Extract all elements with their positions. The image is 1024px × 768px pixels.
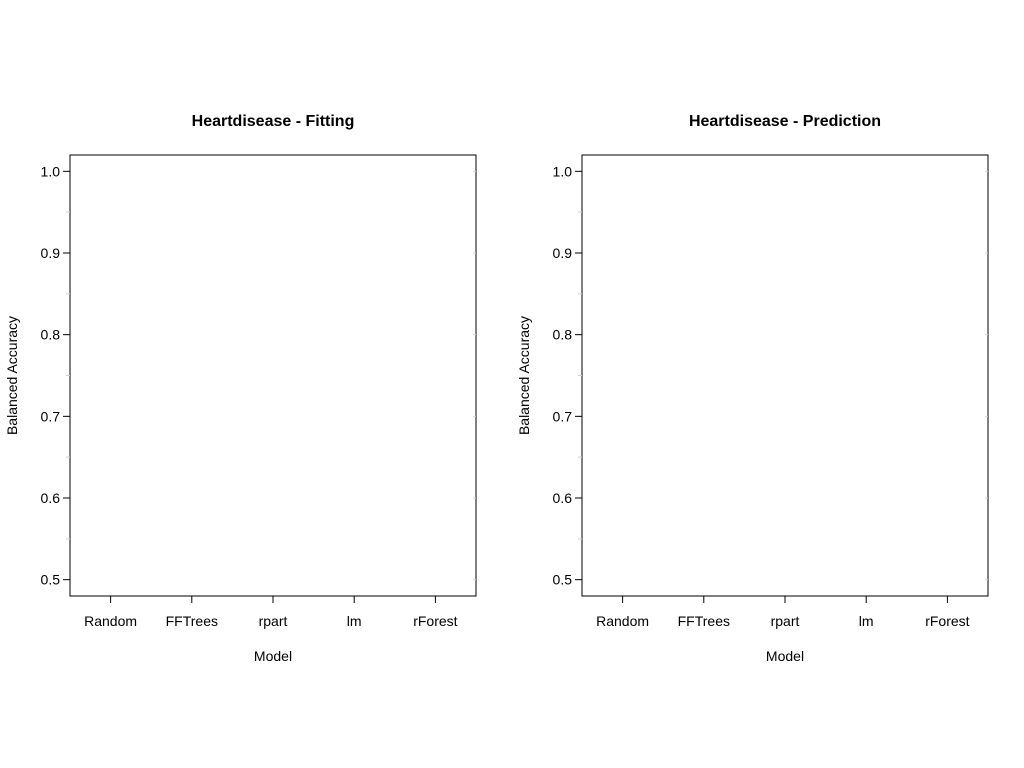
x-axis-label: Model <box>254 648 292 664</box>
chart-title: Heartdisease - Fitting <box>192 113 355 130</box>
x-tick-label: rForest <box>925 613 969 629</box>
x-tick-label: Random <box>596 613 649 629</box>
fitting-panel: Heartdisease - Fitting Model Balanced Accu… <box>4 113 477 664</box>
x-tick-label: lm <box>859 613 874 629</box>
y-tick-label: 0.6 <box>553 490 573 506</box>
x-tick-label: FFTrees <box>166 613 218 629</box>
y-tick-label: 0.9 <box>553 245 573 261</box>
x-tick-label: rpart <box>259 613 288 629</box>
y-tick-label: 0.9 <box>41 245 61 261</box>
y-tick-label: 1.0 <box>41 163 61 179</box>
y-tick-label: 0.5 <box>553 572 573 588</box>
plot-frame <box>69 154 477 597</box>
x-tick-label: FFTrees <box>678 613 730 629</box>
y-tick-label: 0.8 <box>41 327 61 343</box>
x-tick-label: rpart <box>771 613 800 629</box>
x-tick-label: lm <box>347 613 362 629</box>
x-tick-label: Random <box>84 613 137 629</box>
prediction-panel: Heartdisease - Prediction Model Balanced A… <box>516 113 989 664</box>
y-axis-label: Balanced Accuracy <box>4 316 20 435</box>
y-tick-label: 0.5 <box>41 572 61 588</box>
y-tick-label: 0.8 <box>553 327 573 343</box>
y-tick-label: 0.6 <box>41 490 61 506</box>
x-axis-label: Model <box>766 648 804 664</box>
y-axis-label: Balanced Accuracy <box>516 316 532 435</box>
y-tick-label: 1.0 <box>553 163 573 179</box>
plot-frame <box>581 154 989 597</box>
chart-title: Heartdisease - Prediction <box>689 113 881 130</box>
x-tick-label: rForest <box>413 613 457 629</box>
y-tick-label: 0.7 <box>41 408 61 424</box>
y-tick-label: 0.7 <box>553 408 573 424</box>
